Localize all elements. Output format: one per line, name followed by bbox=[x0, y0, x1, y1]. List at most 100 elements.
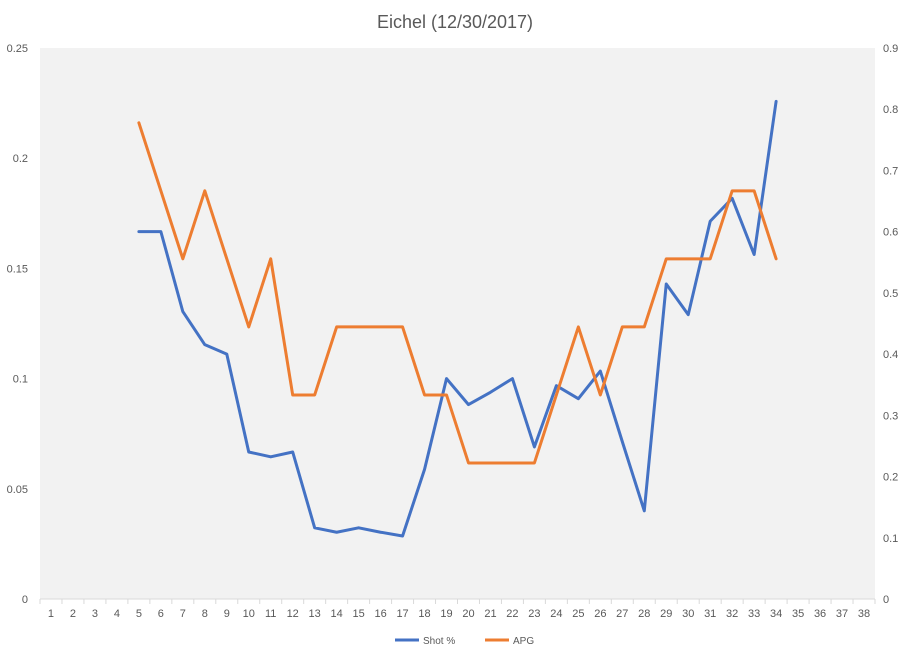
right-tick-label: 0.5 bbox=[883, 288, 898, 300]
data-point-apg bbox=[269, 257, 272, 260]
x-tick-label: 23 bbox=[528, 608, 540, 620]
data-point-apg bbox=[291, 393, 294, 396]
left-tick-label: 0.1 bbox=[13, 374, 28, 386]
x-tick-label: 24 bbox=[550, 608, 562, 620]
x-tick-label: 34 bbox=[770, 608, 782, 620]
data-point-apg bbox=[357, 325, 360, 328]
x-tick-label: 8 bbox=[202, 608, 208, 620]
data-point-shot bbox=[489, 391, 492, 394]
data-point-shot bbox=[775, 100, 778, 103]
right-tick-label: 0.9 bbox=[883, 43, 898, 55]
data-point-shot bbox=[423, 468, 426, 471]
data-point-shot bbox=[555, 384, 558, 387]
data-point-shot bbox=[665, 283, 668, 286]
x-tick-label: 5 bbox=[136, 608, 142, 620]
x-tick-label: 27 bbox=[616, 608, 628, 620]
x-tick-label: 37 bbox=[836, 608, 848, 620]
data-point-apg bbox=[247, 325, 250, 328]
legend-label-shot: Shot % bbox=[423, 636, 455, 647]
data-point-shot bbox=[291, 450, 294, 453]
x-tick-label: 30 bbox=[682, 608, 694, 620]
left-tick-label: 0.05 bbox=[7, 484, 28, 496]
data-point-apg bbox=[687, 257, 690, 260]
right-tick-label: 0.2 bbox=[883, 472, 898, 484]
data-point-shot bbox=[753, 253, 756, 256]
data-point-apg bbox=[489, 461, 492, 464]
chart-title: Eichel (12/30/2017) bbox=[377, 12, 533, 32]
x-tick-label: 26 bbox=[594, 608, 606, 620]
data-point-apg bbox=[555, 393, 558, 396]
legend-label-apg: APG bbox=[513, 636, 534, 647]
data-point-shot bbox=[137, 230, 140, 233]
x-axis: 1 2 3 4 5 6 7 8 9 10 11 12 13 14 15 16 17 18 19 20 21 22 23 24 2… bbox=[39, 598, 876, 620]
x-tick-label: 22 bbox=[506, 608, 518, 620]
left-tick-label: 0.2 bbox=[13, 153, 28, 165]
data-point-shot bbox=[181, 310, 184, 313]
data-point-apg bbox=[445, 393, 448, 396]
data-point-apg bbox=[313, 393, 316, 396]
data-point-shot bbox=[709, 220, 712, 223]
right-axis-ticks: 0 0.1 0.2 0.3 0.4 0.5 0.6 0.7 0.8 0.9 bbox=[883, 43, 898, 606]
x-tick-label: 19 bbox=[440, 608, 452, 620]
data-point-shot bbox=[687, 313, 690, 316]
x-tick-label: 7 bbox=[180, 608, 186, 620]
data-point-shot bbox=[533, 445, 536, 448]
data-point-shot bbox=[577, 397, 580, 400]
series-layer bbox=[137, 99, 778, 538]
x-tick-label: 12 bbox=[287, 608, 299, 620]
x-tick-label: 16 bbox=[374, 608, 386, 620]
data-point-apg bbox=[709, 257, 712, 260]
right-tick-label: 0.4 bbox=[883, 349, 898, 361]
data-point-apg bbox=[467, 461, 470, 464]
x-tick-label: 20 bbox=[462, 608, 474, 620]
series-line-shot bbox=[137, 99, 778, 538]
x-tick-label: 36 bbox=[814, 608, 826, 620]
x-tick-label: 1 bbox=[48, 608, 54, 620]
legend: Shot % APG bbox=[395, 636, 534, 647]
data-point-shot bbox=[203, 343, 206, 346]
x-tick-label: 28 bbox=[638, 608, 650, 620]
data-point-apg bbox=[423, 393, 426, 396]
data-point-apg bbox=[665, 257, 668, 260]
data-point-shot bbox=[643, 509, 646, 512]
right-tick-label: 0.7 bbox=[883, 165, 898, 177]
data-point-apg bbox=[159, 189, 162, 192]
data-point-apg bbox=[181, 257, 184, 260]
data-point-shot bbox=[269, 455, 272, 458]
left-tick-label: 0.25 bbox=[7, 43, 28, 55]
right-tick-label: 0.3 bbox=[883, 410, 898, 422]
data-point-shot bbox=[357, 526, 360, 529]
data-point-apg bbox=[599, 393, 602, 396]
data-point-apg bbox=[511, 461, 514, 464]
data-point-shot bbox=[247, 450, 250, 453]
x-tick-label: 31 bbox=[704, 608, 716, 620]
x-tick-label: 10 bbox=[243, 608, 255, 620]
data-point-shot bbox=[225, 353, 228, 356]
data-point-shot bbox=[335, 531, 338, 534]
x-tick-label: 25 bbox=[572, 608, 584, 620]
data-point-apg bbox=[731, 189, 734, 192]
data-point-apg bbox=[621, 325, 624, 328]
data-point-shot bbox=[467, 403, 470, 406]
x-tick-label: 21 bbox=[484, 608, 496, 620]
x-tick-label: 35 bbox=[792, 608, 804, 620]
left-tick-label: 0 bbox=[22, 594, 28, 606]
right-tick-label: 0 bbox=[883, 594, 889, 606]
data-point-shot bbox=[599, 370, 602, 373]
data-point-shot bbox=[445, 377, 448, 380]
data-point-apg bbox=[225, 257, 228, 260]
x-tick-label: 38 bbox=[858, 608, 870, 620]
x-tick-label: 6 bbox=[158, 608, 164, 620]
data-point-apg bbox=[137, 121, 140, 124]
x-tick-label: 2 bbox=[70, 608, 76, 620]
x-tick-label: 3 bbox=[92, 608, 98, 620]
right-tick-label: 0.8 bbox=[883, 104, 898, 116]
data-point-apg bbox=[401, 325, 404, 328]
x-tick-label: 9 bbox=[224, 608, 230, 620]
data-point-apg bbox=[643, 325, 646, 328]
data-point-apg bbox=[753, 189, 756, 192]
data-point-apg bbox=[533, 461, 536, 464]
x-tick-label: 29 bbox=[660, 608, 672, 620]
series-line-apg bbox=[137, 121, 778, 465]
